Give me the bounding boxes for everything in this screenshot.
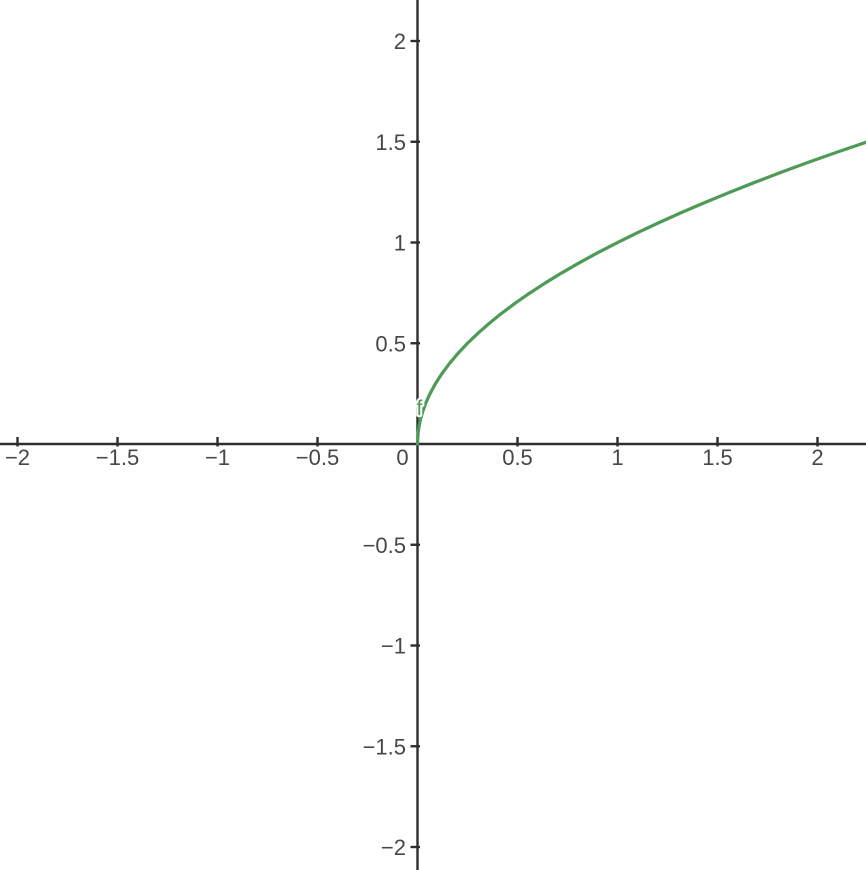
y-tick-label: 1 xyxy=(394,231,406,256)
y-tick-label: 2 xyxy=(394,29,406,54)
y-tick-label: −1 xyxy=(381,634,406,659)
y-tick-label: 0.5 xyxy=(375,331,406,356)
x-tick-label: −1.5 xyxy=(96,445,139,470)
function-curve-f[interactable] xyxy=(415,140,866,446)
x-tick-label: 0 xyxy=(396,445,408,470)
function-label-f[interactable]: f xyxy=(415,395,425,422)
x-tick-label: −1 xyxy=(205,445,230,470)
y-tick-label: −2 xyxy=(381,835,406,860)
y-tick-label: −1.5 xyxy=(363,734,406,759)
y-tick-label: −0.5 xyxy=(363,533,406,558)
y-tick-label: 1.5 xyxy=(375,130,406,155)
x-tick-label: 0.5 xyxy=(502,445,533,470)
x-tick-label: −2 xyxy=(5,445,30,470)
x-tick-label: 1 xyxy=(611,445,623,470)
x-tick-label: 1.5 xyxy=(702,445,733,470)
x-tick-label: −0.5 xyxy=(296,445,339,470)
x-tick-label: 2 xyxy=(811,445,823,470)
